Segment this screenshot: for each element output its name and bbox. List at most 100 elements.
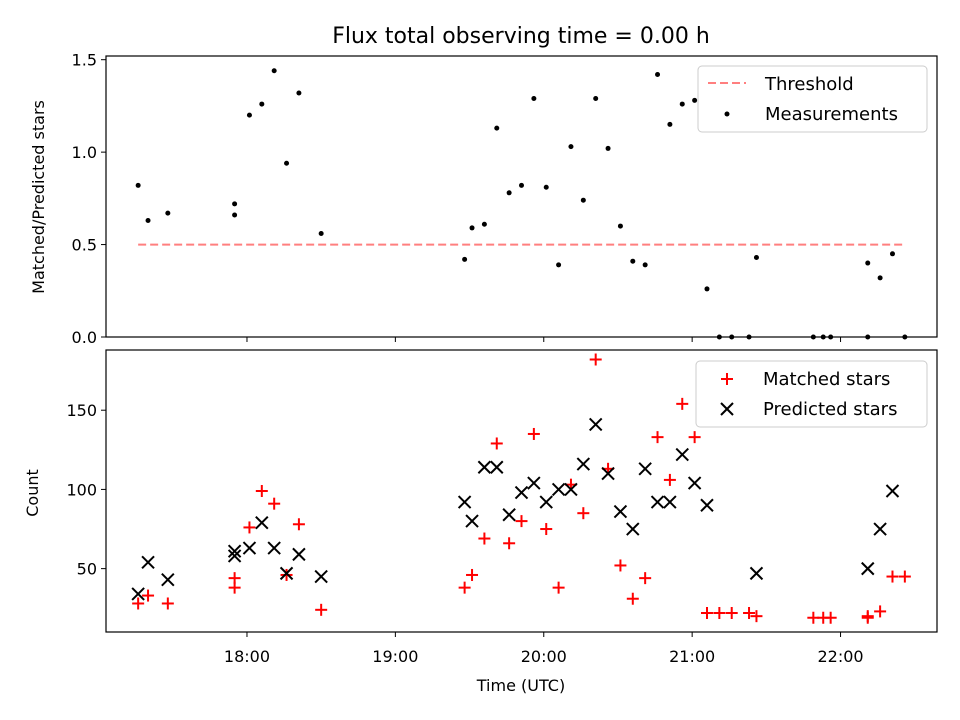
matched-star-marker [292, 518, 305, 531]
predicted-star-marker-b [564, 482, 578, 497]
predicted-star-marker-b [465, 514, 479, 528]
predicted-star-marker [687, 476, 702, 490]
measurement-point [246, 112, 252, 118]
matched-star-marker [515, 515, 528, 528]
measurement-point [481, 221, 487, 227]
predicted-star-marker [613, 504, 628, 519]
predicted-star-marker-b [292, 547, 306, 562]
measurement-point [704, 286, 710, 292]
x-tick-label: 18:00 [224, 647, 270, 666]
predicted-star-marker-b [687, 476, 702, 490]
measurement-point [519, 182, 524, 188]
predicted-star-marker-b [613, 504, 628, 519]
predicted-star-marker [527, 476, 541, 490]
measurement-point [271, 68, 277, 74]
predicted-star-marker-b [638, 462, 652, 476]
predicted-star-marker [663, 495, 677, 509]
measurement-point [145, 218, 151, 224]
predicted-star-marker [292, 547, 306, 562]
matched-star-marker [490, 437, 503, 450]
measurement-point [617, 223, 623, 229]
matched-star-marker [458, 581, 471, 594]
predicted-star-marker-b [477, 460, 492, 474]
matched-star-marker [750, 610, 763, 623]
matched-star-marker [243, 521, 256, 534]
matched-star-marker [713, 606, 726, 619]
matched-star-marker [280, 568, 293, 581]
top-legend-box [697, 65, 928, 133]
predicted-star-marker [650, 495, 665, 509]
predicted-star-marker [576, 457, 591, 471]
measurement-point [630, 258, 636, 264]
measurement-point [580, 197, 586, 203]
predicted-star-marker [502, 508, 516, 522]
predicted-star-marker [564, 482, 578, 497]
predicted-star-marker-b [576, 457, 591, 471]
measurement-point [877, 275, 883, 281]
bottom-panel: 50 100 150 18:00 19:00 20:00 21:00 22:00 [66, 353, 911, 666]
measurement-point [593, 96, 599, 102]
matched-star-marker [228, 572, 241, 585]
matched-star-marker [626, 592, 639, 605]
predicted-star-marker-b [514, 485, 529, 500]
measurement-point [865, 260, 871, 266]
x-tick-label: 20:00 [521, 647, 567, 666]
predicted-star-marker-b [227, 549, 242, 563]
predicted-star-marker-b [861, 561, 875, 576]
x-tick-label: 19:00 [372, 647, 418, 666]
measurement-point [318, 230, 324, 236]
predicted-star-marker [539, 495, 553, 509]
measurement-point [543, 184, 549, 190]
matched-star-marker [614, 559, 627, 572]
measurement-point [692, 97, 698, 103]
matched-star-marker [651, 431, 664, 444]
measurement-point [165, 210, 171, 216]
predicted-star-marker-b [255, 515, 269, 530]
measurement-point [753, 255, 759, 261]
matched-star-marker [688, 431, 701, 444]
predicted-star-marker [267, 541, 281, 555]
measurement-point [135, 182, 141, 188]
matched-star-marker [676, 397, 689, 410]
measurement-point [679, 101, 685, 107]
legend-matched-label: Matched stars [763, 369, 890, 390]
matched-star-marker [898, 570, 911, 583]
top-plot-frame [105, 55, 938, 338]
measurement-point [568, 144, 574, 150]
matched-star-marker [142, 589, 155, 602]
bottom-plot-frame [105, 349, 938, 633]
bottom-legend-box [695, 360, 928, 428]
top-y-axis-label: Matched/Predicted stars [29, 100, 48, 294]
measurement-point [556, 262, 562, 268]
x-axis-label: Time (UTC) [476, 676, 565, 695]
chart-title: Flux total observing time = 0.00 h [332, 24, 710, 49]
legend-matched-swatch [721, 373, 733, 385]
legend-predicted-label: Predicted stars [763, 399, 897, 420]
predicted-star-marker-b [885, 484, 900, 498]
predicted-star-marker [638, 462, 652, 476]
predicted-star-marker [588, 417, 603, 432]
matched-star-marker [639, 572, 652, 585]
predicted-star-marker [227, 544, 242, 558]
top-y-tick-label: 0.0 [72, 328, 97, 347]
measurement-point [889, 251, 895, 257]
predicted-star-marker-b [314, 569, 328, 584]
matched-star-marker [663, 473, 676, 486]
legend-measurements-label: Measurements [765, 104, 898, 125]
measurement-point [642, 262, 648, 268]
predicted-star-marker [749, 566, 764, 581]
matched-star-marker [589, 353, 602, 366]
predicted-star-marker-b [749, 566, 764, 581]
predicted-star-marker [242, 541, 257, 555]
predicted-star-marker [161, 573, 175, 587]
measurement-point [462, 256, 468, 262]
predicted-star-marker [885, 484, 900, 498]
measurement-point [605, 145, 611, 151]
predicted-star-marker-b [161, 573, 175, 587]
matched-star-marker [132, 597, 145, 610]
predicted-star-marker [314, 569, 328, 584]
matched-star-marker [255, 485, 268, 497]
predicted-star-marker-b [539, 495, 553, 509]
matched-star-marker [466, 568, 479, 581]
